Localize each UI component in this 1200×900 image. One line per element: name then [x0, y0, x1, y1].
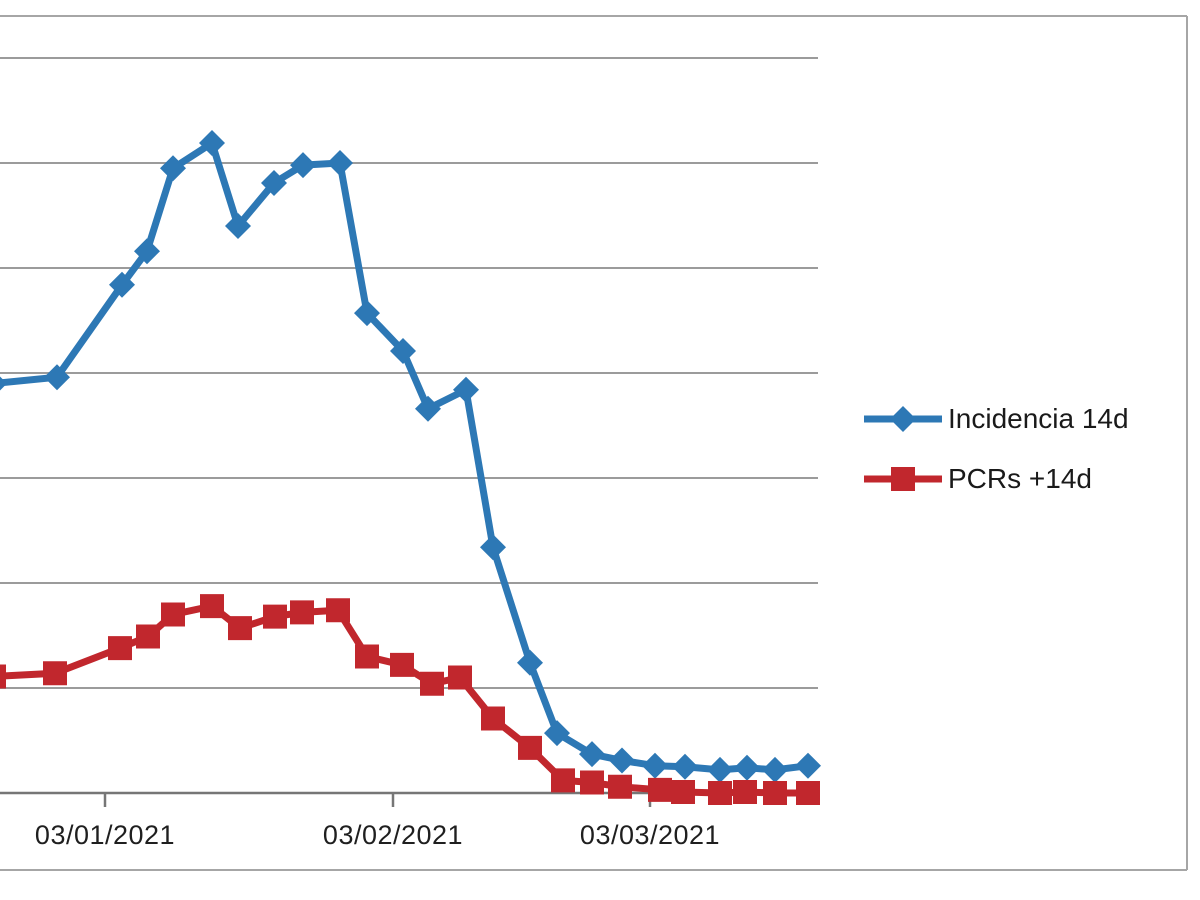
diamond-marker — [544, 720, 570, 747]
square-marker — [161, 602, 185, 627]
square-marker — [420, 671, 444, 696]
square-marker — [0, 664, 6, 689]
square-marker — [481, 706, 505, 731]
legend-square-marker-icon — [864, 467, 942, 491]
legend-item-pcrs: PCRs +14d — [860, 463, 1092, 495]
diamond-marker — [480, 534, 506, 561]
square-marker — [390, 652, 414, 677]
square-marker — [136, 624, 160, 649]
square-marker — [671, 779, 695, 804]
square-marker — [708, 781, 732, 805]
diamond-marker — [354, 300, 380, 327]
diamond-marker — [734, 754, 760, 781]
legend-item-incidencia: Incidencia 14d — [860, 403, 1129, 435]
square-marker — [200, 594, 224, 619]
square-marker — [290, 600, 314, 625]
square-marker — [580, 770, 604, 795]
diamond-marker — [415, 395, 441, 422]
square-marker — [448, 665, 472, 690]
diamond-marker — [261, 169, 287, 196]
diamond-marker — [453, 376, 479, 403]
diamond-marker — [109, 271, 135, 298]
square-marker — [518, 735, 542, 760]
diamond-marker — [609, 747, 635, 774]
diamond-marker — [199, 130, 225, 157]
diamond-marker — [0, 376, 7, 391]
diamond-marker — [672, 753, 698, 780]
diamond-marker — [290, 152, 316, 179]
square-marker — [796, 781, 820, 805]
diamond-marker — [390, 337, 416, 364]
diamond-marker — [795, 752, 821, 779]
diamond-marker — [160, 155, 186, 182]
square-marker — [108, 636, 132, 661]
diamond-marker — [642, 752, 668, 779]
square-marker — [733, 779, 757, 804]
square-marker — [355, 644, 379, 669]
diamond-marker — [579, 741, 605, 768]
diamond-marker — [134, 238, 160, 265]
square-marker — [763, 781, 787, 805]
diamond-marker — [517, 649, 543, 676]
square-marker — [263, 604, 287, 629]
legend-label: Incidencia 14d — [948, 403, 1129, 434]
legend-diamond-marker-icon — [864, 406, 942, 432]
diamond-marker — [225, 213, 251, 239]
square-marker — [228, 616, 252, 641]
square-marker — [608, 774, 632, 799]
square-marker — [648, 777, 672, 802]
square-marker — [551, 768, 575, 793]
square-marker — [326, 598, 350, 623]
diamond-marker — [707, 756, 733, 783]
x-axis-label: 03/03/2021 — [579, 820, 721, 850]
square-marker — [43, 661, 67, 686]
diamond-marker — [44, 364, 70, 391]
x-axis-label: 03/01/2021 — [34, 820, 176, 850]
legend-label: PCRs +14d — [948, 463, 1092, 494]
x-axis-label: 03/02/2021 — [322, 820, 464, 850]
diamond-marker — [327, 150, 353, 176]
diamond-marker — [762, 756, 788, 783]
